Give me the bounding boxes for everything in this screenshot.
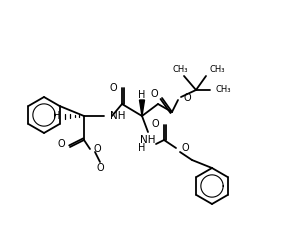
Text: O: O <box>94 144 102 154</box>
Text: H: H <box>138 143 146 153</box>
Text: O: O <box>96 163 104 173</box>
Text: O: O <box>57 139 65 149</box>
Text: CH₃: CH₃ <box>172 66 188 75</box>
Text: H: H <box>138 90 146 100</box>
Text: CH₃: CH₃ <box>216 85 231 94</box>
Text: CH₃: CH₃ <box>210 66 226 75</box>
Text: O: O <box>183 93 191 103</box>
Text: NH: NH <box>110 111 126 121</box>
Text: H: H <box>53 111 60 121</box>
Text: NH: NH <box>140 135 156 145</box>
Polygon shape <box>139 100 144 116</box>
Text: O: O <box>110 83 117 93</box>
Text: O: O <box>151 119 159 129</box>
Text: O: O <box>181 143 189 153</box>
Text: O: O <box>150 89 158 99</box>
